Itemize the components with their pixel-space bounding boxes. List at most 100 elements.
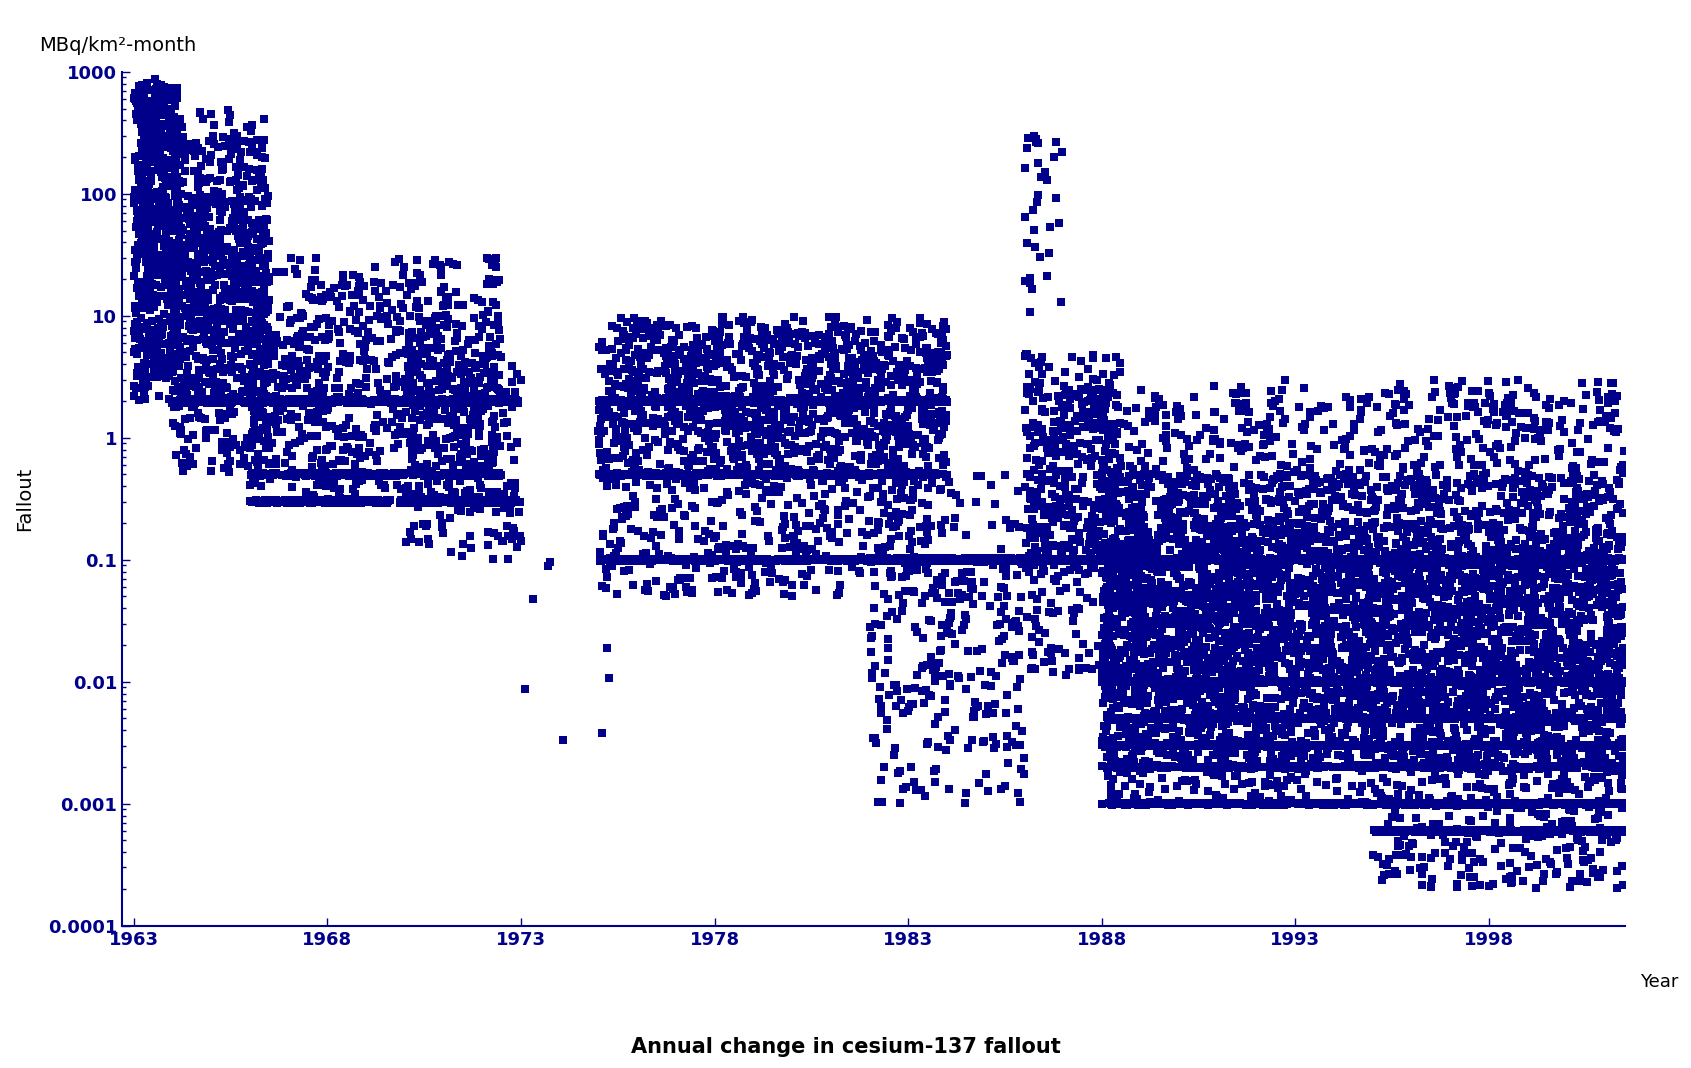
Point [186, 408, 213, 425]
Point [1417, 821, 1444, 838]
Point [1146, 500, 1174, 517]
Point [1326, 475, 1353, 492]
Point [1246, 720, 1273, 737]
Point [473, 492, 501, 509]
Point [140, 298, 167, 315]
Point [309, 380, 337, 397]
Point [1145, 664, 1172, 681]
Point [681, 499, 709, 516]
Point [1456, 744, 1483, 761]
Point [1072, 541, 1099, 559]
Point [1258, 629, 1285, 646]
Point [357, 392, 384, 409]
Point [607, 467, 634, 484]
Point [409, 393, 436, 410]
Point [1475, 517, 1502, 534]
Point [1321, 551, 1348, 568]
Point [223, 333, 250, 350]
Point [494, 491, 521, 508]
Point [998, 550, 1025, 567]
Point [1077, 529, 1104, 546]
Point [218, 394, 245, 411]
Point [1554, 684, 1581, 701]
Point [594, 568, 621, 585]
Point [1339, 758, 1366, 775]
Point [1162, 749, 1189, 766]
Point [1527, 710, 1554, 727]
Point [183, 320, 210, 337]
Point [1388, 822, 1415, 839]
Point [1103, 425, 1130, 442]
Point [463, 394, 490, 411]
Point [1461, 673, 1488, 690]
Point [1427, 737, 1454, 754]
Point [675, 456, 702, 473]
Point [122, 151, 149, 168]
Point [1113, 403, 1140, 420]
Point [465, 394, 492, 411]
Point [1197, 795, 1224, 812]
Point [774, 410, 802, 427]
Point [1387, 515, 1414, 532]
Point [1111, 642, 1138, 659]
Point [1541, 550, 1568, 567]
Point [130, 365, 157, 382]
Point [1201, 759, 1228, 776]
Point [1302, 647, 1329, 664]
Point [599, 358, 626, 375]
Point [1150, 645, 1177, 662]
Point [428, 440, 455, 457]
Point [867, 493, 895, 511]
Point [1422, 489, 1449, 506]
Point [756, 384, 783, 402]
Point [1261, 689, 1289, 706]
Point [616, 393, 643, 410]
Point [759, 443, 786, 460]
Point [1402, 738, 1429, 755]
Point [1529, 828, 1556, 845]
Point [1404, 677, 1431, 694]
Point [1202, 758, 1229, 775]
Point [247, 163, 274, 180]
Point [659, 392, 687, 409]
Point [1568, 502, 1595, 519]
Point [1121, 720, 1148, 737]
Point [156, 391, 183, 408]
Point [382, 378, 409, 395]
Point [1018, 552, 1045, 569]
Point [1053, 552, 1081, 569]
Point [1305, 744, 1333, 761]
Point [1346, 552, 1373, 569]
Point [1167, 426, 1194, 443]
Point [1278, 733, 1305, 750]
Point [605, 332, 632, 349]
Point [830, 365, 857, 382]
Point [294, 411, 321, 428]
Point [857, 552, 884, 569]
Point [1471, 551, 1498, 568]
Point [130, 320, 157, 337]
Point [233, 429, 260, 446]
Point [1297, 673, 1324, 690]
Point [1420, 458, 1447, 475]
Point [1500, 618, 1527, 635]
Point [658, 350, 685, 367]
Point [377, 468, 404, 485]
Point [247, 477, 274, 494]
Point [1329, 498, 1356, 515]
Point [886, 512, 913, 529]
Point [184, 351, 211, 368]
Point [1113, 709, 1140, 726]
Point [1229, 534, 1256, 551]
Point [494, 393, 521, 410]
Point [240, 363, 267, 380]
Point [1497, 720, 1524, 737]
Point [1595, 692, 1622, 709]
Point [1393, 552, 1420, 569]
Point [1272, 622, 1299, 639]
Point [1010, 552, 1037, 569]
Point [1466, 701, 1493, 718]
Point [1221, 732, 1248, 749]
Point [1043, 509, 1070, 527]
Point [1165, 631, 1192, 648]
